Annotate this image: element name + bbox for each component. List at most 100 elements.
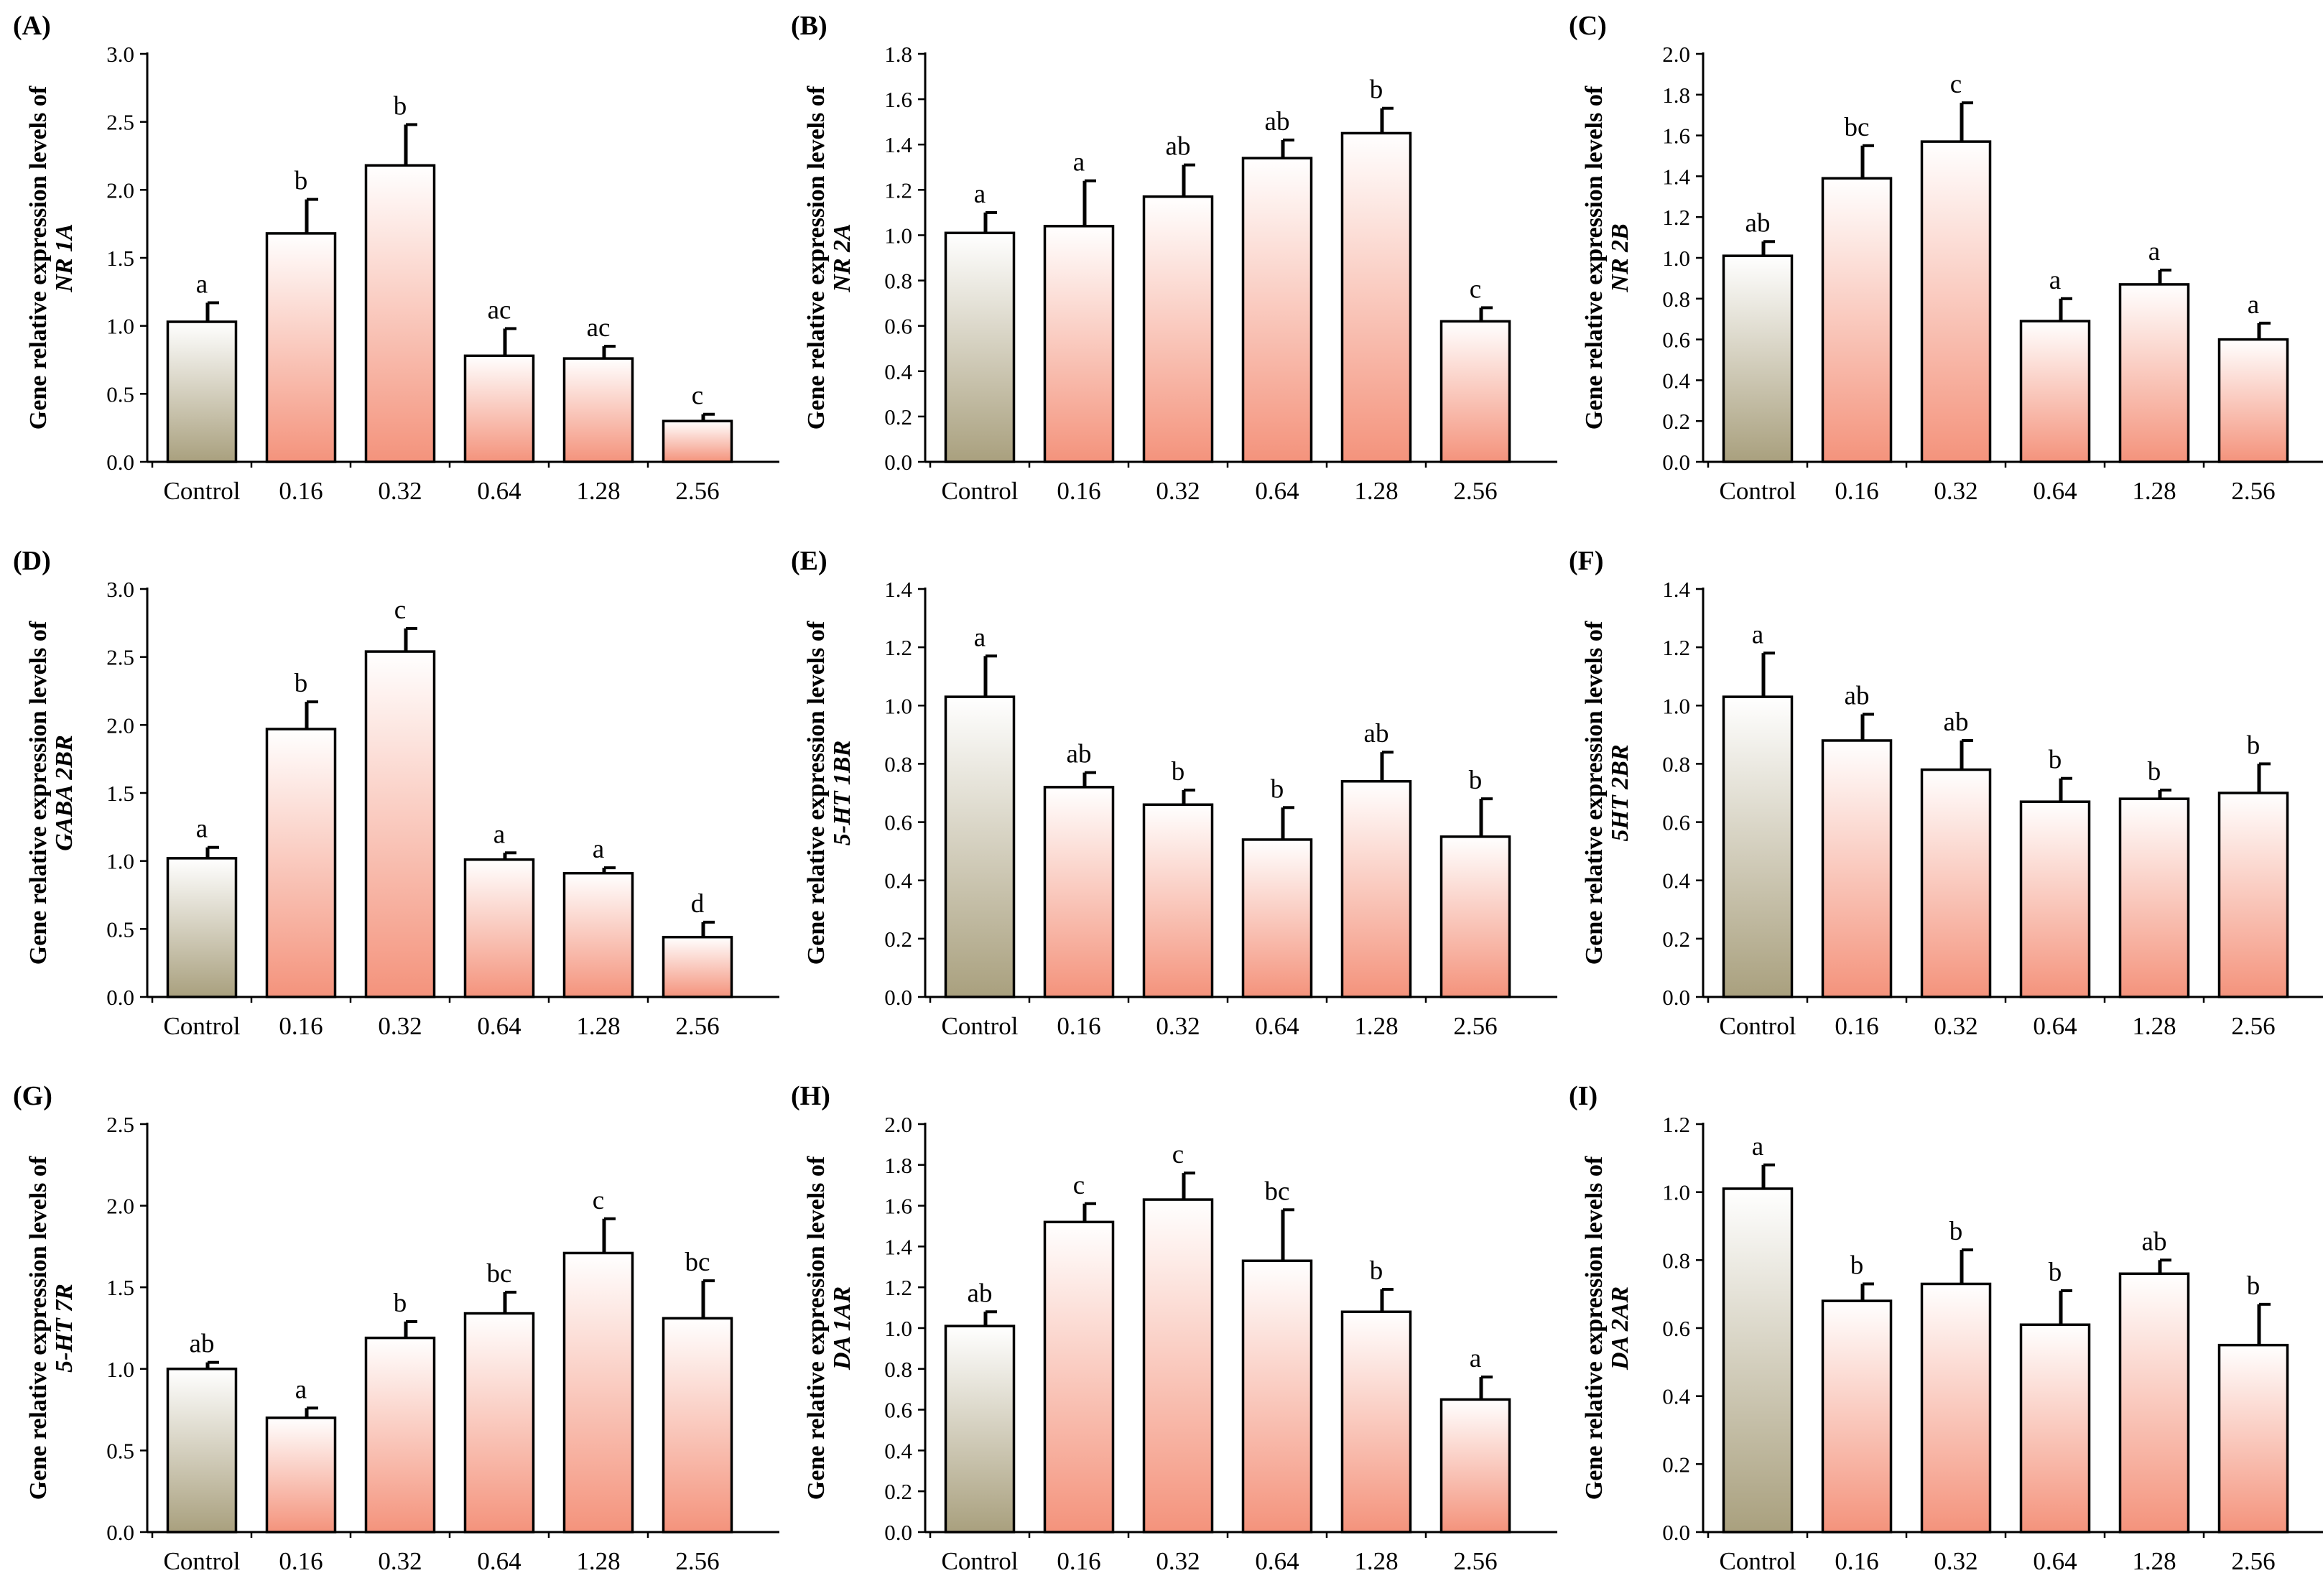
y-tick-label: 1.0 [106,1357,134,1382]
bar-treatment [2118,283,2190,463]
x-tick-label: 0.64 [1255,1547,1299,1575]
y-tick-label: 2.5 [106,1112,134,1137]
x-tick-label: 1.28 [2132,477,2176,505]
y-tick-label: 1.5 [106,1275,134,1300]
significance-label: c [1470,274,1481,304]
x-tick-label: Control [942,1547,1019,1575]
y-tick-label: 0.2 [884,404,912,430]
x-tick-label: 2.56 [1453,1547,1497,1575]
bar-treatment [1142,195,1214,463]
bar-control [1722,695,1794,998]
x-tick-label: 0.32 [1934,1547,1977,1575]
x-tick-label: 2.56 [675,1012,719,1040]
y-tick-label: 0.0 [106,985,134,1010]
x-tick-label: 1.28 [1354,1012,1398,1040]
y-tick-label: 0.0 [884,985,912,1010]
x-tick-label: 2.56 [2231,477,2275,505]
panel-label: (G) [13,1081,52,1111]
y-tick-label: 0.6 [884,810,912,835]
significance-label: a [1470,1344,1481,1373]
x-tick-label: 0.64 [477,1547,521,1575]
significance-label: a [493,820,505,849]
significance-label: a [1073,148,1085,177]
x-tick-label: 2.56 [675,477,719,505]
y-tick-label: 0.5 [106,1438,134,1463]
significance-label: b [295,669,308,698]
x-tick-label: 1.28 [576,477,620,505]
bar-treatment [463,1312,535,1534]
x-tick-label: 0.32 [1156,1012,1200,1040]
x-tick-label: 0.32 [378,1012,422,1040]
y-tick-label: 1.4 [1662,577,1690,602]
y-tick-label: 1.8 [884,1153,912,1178]
x-tick-label: Control [1720,1547,1796,1575]
y-axis-gene-name: GABA 2BR [51,735,78,851]
y-tick-label: 0.8 [1662,287,1690,312]
bar-treatment [1920,1282,1992,1534]
x-tick-label: 0.32 [1156,477,1200,505]
y-tick-label: 0.4 [884,1438,912,1463]
panel-label: (A) [13,11,51,41]
y-axis-gene-name: 5-HT 1BR [829,741,856,845]
y-tick-label: 2.5 [106,645,134,670]
y-axis-title: Gene relative expression levels of [1581,85,1608,430]
significance-label: ab [1067,740,1092,769]
significance-label: a [295,1375,307,1404]
significance-label: b [2049,746,2062,775]
bar-treatment [562,1251,634,1534]
x-tick-label: Control [1720,477,1796,505]
y-tick-label: 1.0 [884,1316,912,1341]
x-tick-label: 0.64 [1255,1012,1299,1040]
significance-label: a [1752,1132,1763,1161]
bar-treatment [463,858,535,998]
bar-treatment [562,871,634,998]
x-tick-label: 0.16 [1835,1012,1878,1040]
bar-treatment [265,728,337,998]
panel-label: (I) [1569,1081,1598,1111]
significance-label: c [1172,1140,1184,1169]
y-tick-label: 0.8 [884,751,912,776]
x-tick-label: Control [1720,1012,1796,1040]
x-tick-label: 0.32 [1934,1012,1977,1040]
x-tick-label: 0.32 [1156,1547,1200,1575]
bar-treatment [662,419,733,463]
y-tick-label: 1.2 [884,177,912,203]
bar-control [166,857,238,998]
y-tick-label: 0.0 [1662,1520,1690,1545]
bar-treatment [2019,800,2091,998]
bar-treatment [2217,338,2289,463]
y-tick-label: 1.2 [1662,205,1690,230]
y-tick-label: 3.0 [106,577,134,602]
x-tick-label: 2.56 [1453,477,1497,505]
significance-label: ab [1944,707,1969,737]
significance-label: b [1172,757,1185,787]
panel-i: (I) Gene relative expression levels of DA … [1569,1081,2323,1575]
y-tick-label: 1.6 [884,87,912,112]
panel-label: (C) [1569,11,1607,41]
y-tick-label: 1.4 [884,577,912,602]
x-tick-label: 0.16 [1057,1547,1100,1575]
significance-label: b [1370,1256,1383,1286]
significance-label: a [593,835,604,864]
x-tick-label: Control [164,1547,241,1575]
y-tick-label: 0.6 [1662,1316,1690,1341]
y-tick-label: 0.0 [1662,985,1690,1010]
y-tick-label: 0.0 [106,1520,134,1545]
significance-label: b [2148,757,2161,787]
panel-label: (D) [13,546,51,576]
x-tick-label: 1.28 [576,1012,620,1040]
bar-treatment [1241,838,1313,998]
bar-treatment [2217,1343,2289,1534]
significance-label: ac [488,295,511,325]
significance-label: a [2248,290,2259,320]
bar-control [944,231,1016,463]
significance-label: ab [1364,719,1389,748]
y-tick-label: 1.5 [106,781,134,806]
significance-label: b [2049,1258,2062,1287]
y-tick-label: 1.8 [1662,83,1690,108]
y-tick-label: 1.2 [1662,1112,1690,1137]
y-tick-label: 1.0 [1662,246,1690,271]
y-axis-gene-name: DA 1AR [829,1286,856,1370]
bar-treatment [1821,1299,1893,1534]
bar-treatment [2118,1272,2190,1534]
